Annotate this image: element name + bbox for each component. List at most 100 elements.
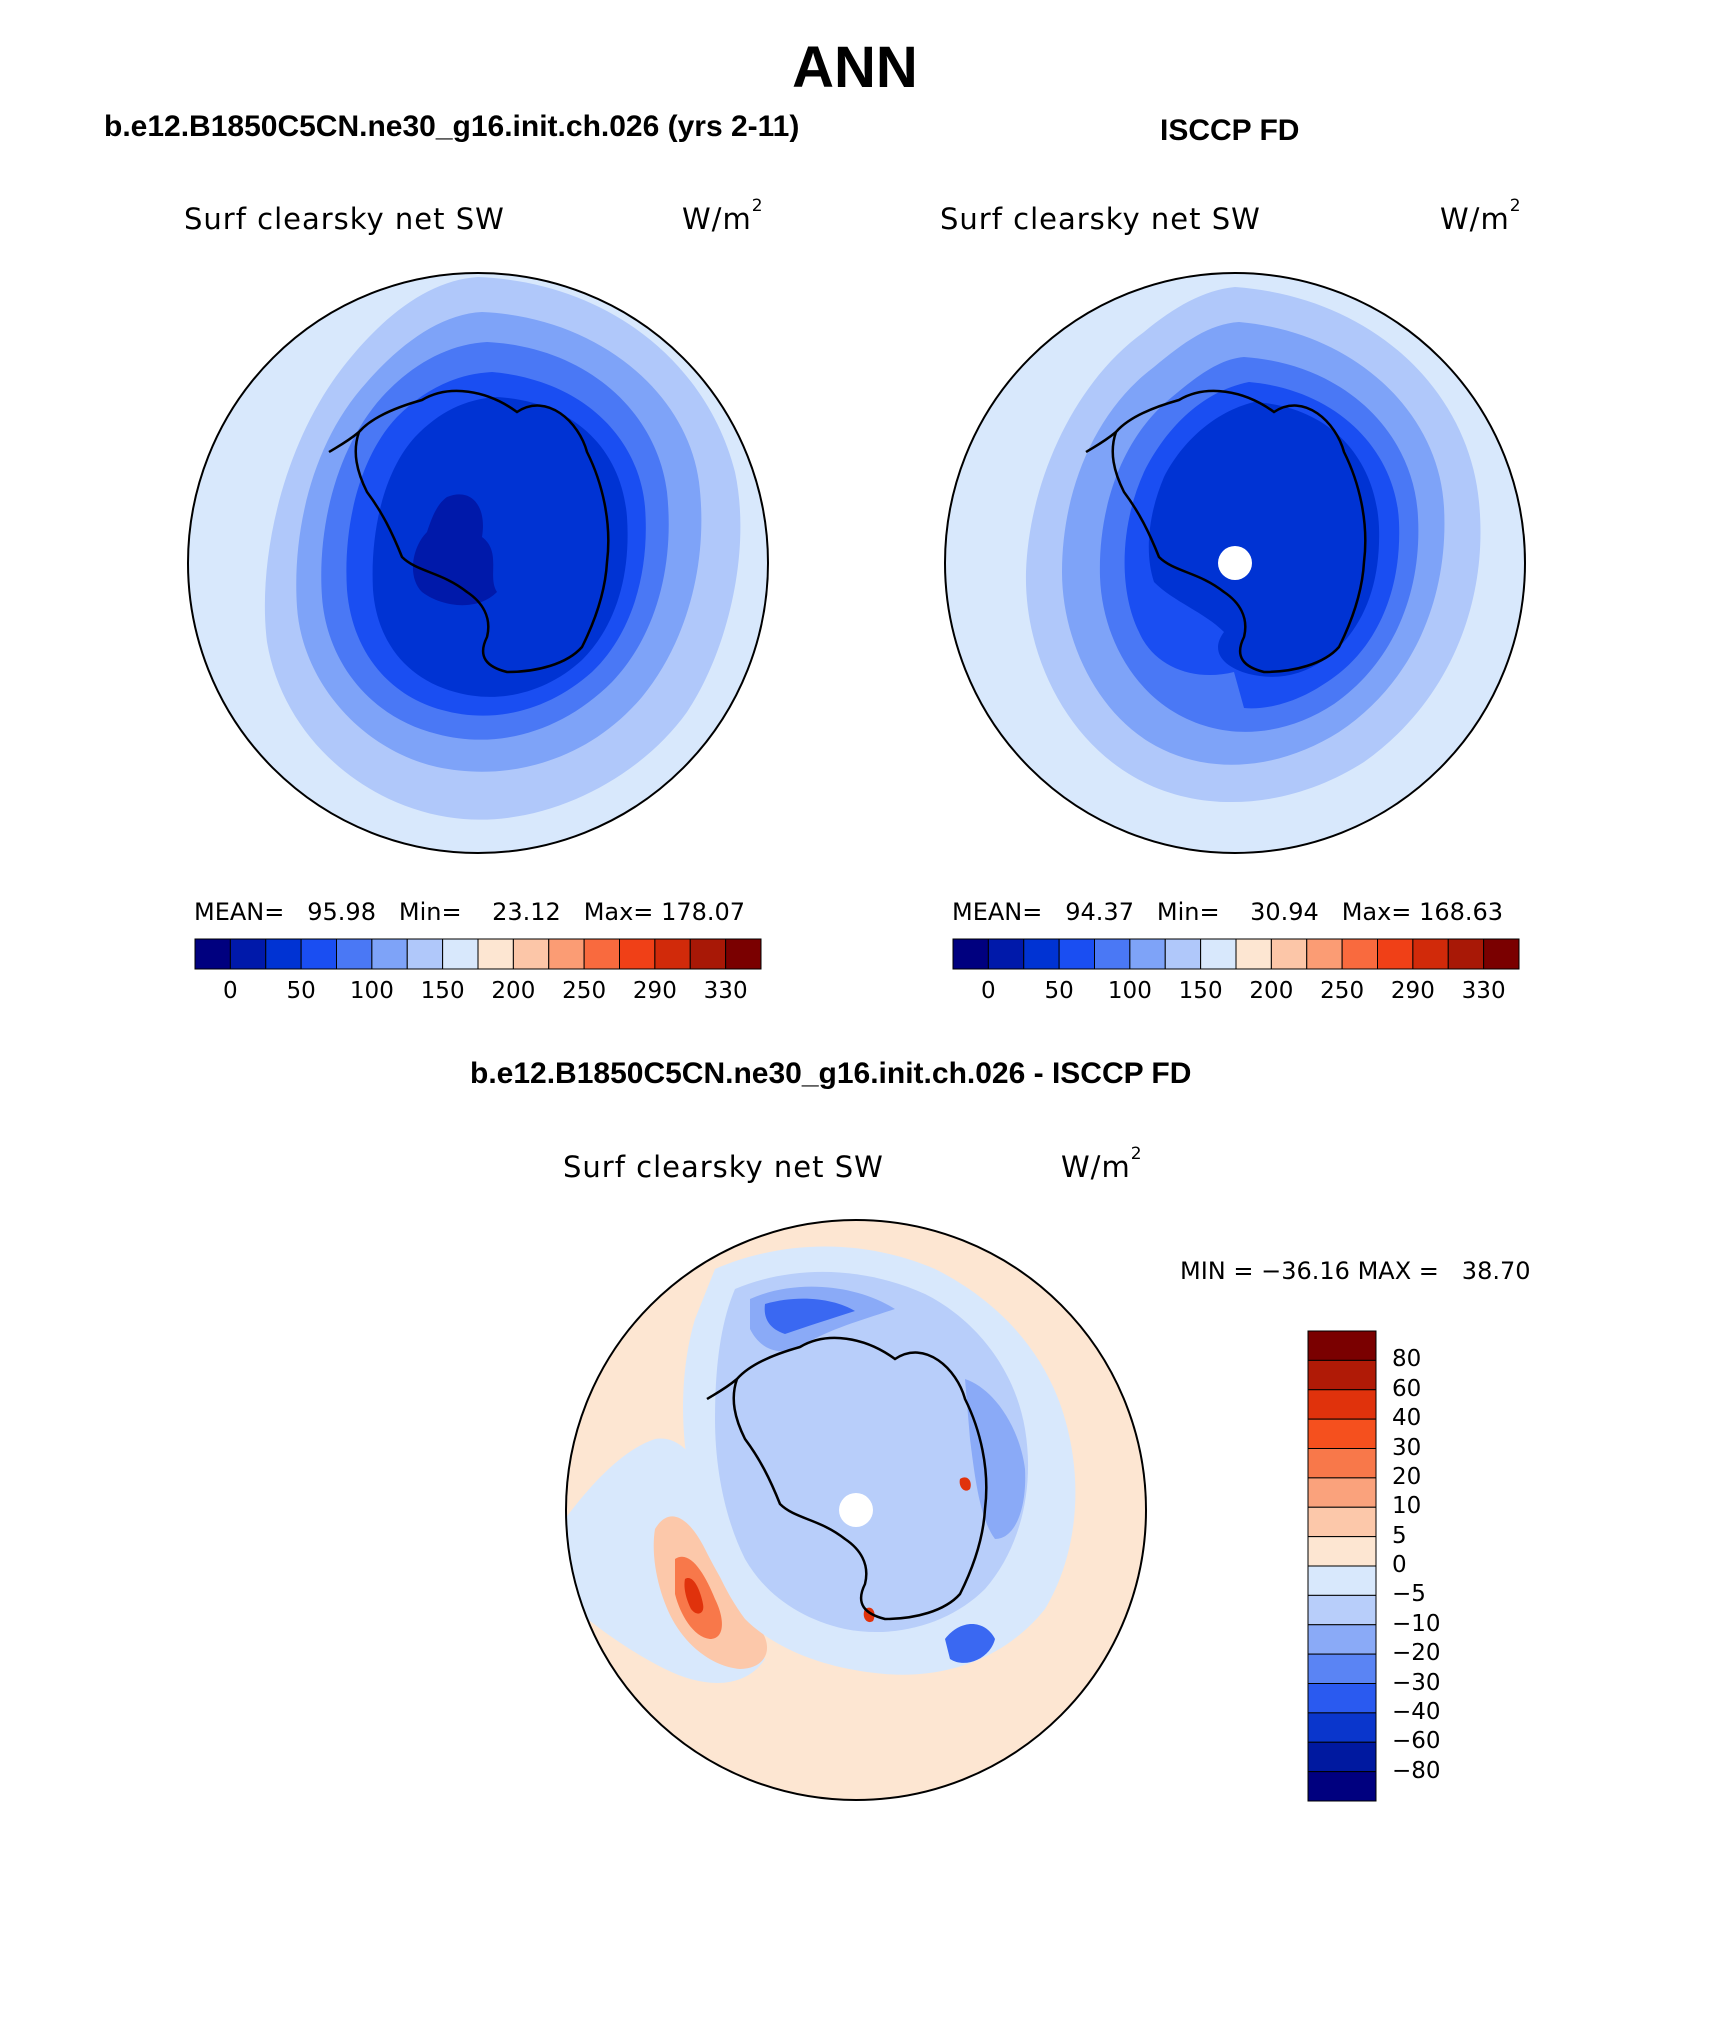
missing-data-pole	[839, 1493, 873, 1527]
colorbar-tick-label: −40	[1392, 1698, 1441, 1725]
colorbar-swatch	[583, 938, 620, 970]
colorbar-swatch	[1164, 938, 1202, 970]
colorbar-swatch	[1307, 1536, 1377, 1567]
map-model	[187, 272, 769, 854]
colorbar-swatch	[477, 938, 514, 970]
stats-diff: MIN = −36.16 MAX = 38.70	[1180, 1257, 1531, 1285]
colorbar-swatch	[229, 938, 267, 970]
diff-pos-coast-1	[959, 1477, 971, 1491]
variable-label-obs: Surf clearsky net SW	[940, 202, 1261, 236]
colorbar-swatch	[1307, 1477, 1377, 1508]
coastline-peninsula	[1085, 431, 1117, 454]
missing-data-pole	[1218, 546, 1252, 580]
colorbar-swatch	[1307, 1359, 1377, 1391]
colorbar-swatch	[265, 938, 302, 970]
colorbar-tick-label: 330	[703, 978, 748, 1004]
stats-model: MEAN= 95.98 Min= 23.12 Max= 178.07	[194, 898, 746, 926]
colorbar-tick-label: 250	[1320, 978, 1365, 1004]
colorbar-tick-label: 30	[1392, 1434, 1422, 1461]
colorbar-obs	[952, 938, 1520, 970]
colorbar-swatch	[406, 938, 444, 970]
colorbar-diff-ticks: 80 60 40 30 20 10 5 0 −5 −10 −20 −30 −40 −60 −80	[1392, 1331, 1472, 1801]
colorbar-tick-label: 150	[420, 978, 465, 1004]
colorbar-swatch	[194, 938, 231, 970]
colorbar-tick-label: 100	[1107, 978, 1152, 1004]
colorbar-tick-label: 200	[491, 978, 536, 1004]
colorbar-tick-label: −30	[1392, 1669, 1441, 1696]
colorbar-swatch	[1270, 938, 1308, 970]
colorbar-swatch	[1307, 1565, 1377, 1596]
variable-label-model: Surf clearsky net SW	[184, 202, 505, 236]
colorbar-swatch	[1447, 938, 1485, 970]
colorbar-swatch	[654, 938, 691, 970]
colorbar-swatch	[987, 938, 1025, 970]
contour-level-6	[372, 397, 628, 697]
colorbar-tick-label: 290	[632, 978, 677, 1004]
map-obs	[944, 272, 1526, 854]
colorbar-tick-label: 80	[1392, 1346, 1422, 1373]
colorbar-obs-ticks: 0 50 100 150 200 250 290 330	[953, 978, 1519, 1008]
diff-pos-large	[684, 1578, 704, 1614]
colorbar-swatch	[442, 938, 479, 970]
colorbar-model-ticks: 0 50 100 150 200 250 290 330	[195, 978, 761, 1008]
units-label-obs: W/m2	[1440, 196, 1522, 236]
colorbar-tick-label: −80	[1392, 1757, 1441, 1784]
colorbar-swatch	[371, 938, 408, 970]
colorbar-swatch	[619, 938, 656, 970]
contour-level-7	[412, 494, 497, 606]
coastline-antarctica	[354, 389, 610, 674]
colorbar-tick-label: 290	[1390, 978, 1435, 1004]
colorbar-tick-label: 40	[1392, 1405, 1422, 1432]
colorbar-swatch	[1307, 1683, 1377, 1714]
colorbar-tick-label: 100	[349, 978, 394, 1004]
diff-neg-large-south	[945, 1624, 995, 1663]
colorbar-tick-label: −60	[1392, 1728, 1441, 1755]
contour-level-6	[1148, 402, 1380, 677]
colorbar-tick-label: 10	[1392, 1493, 1422, 1520]
colorbar-swatch	[1307, 1741, 1377, 1773]
colorbar-swatch	[1235, 938, 1272, 970]
colorbar-swatch	[1129, 938, 1166, 970]
colorbar-swatch	[1307, 1653, 1377, 1684]
colorbar-swatch	[512, 938, 550, 970]
diff-neg-mid-east	[965, 1379, 1026, 1539]
colorbar-tick-label: 50	[286, 978, 316, 1004]
stats-obs: MEAN= 94.37 Min= 30.94 Max= 168.63	[952, 898, 1504, 926]
colorbar-swatch	[336, 938, 373, 970]
colorbar-swatch	[1377, 938, 1414, 970]
coastline-peninsula	[328, 431, 360, 454]
colorbar-tick-label: 250	[562, 978, 607, 1004]
colorbar-tick-label: 200	[1249, 978, 1294, 1004]
colorbar-tick-label: 0	[981, 978, 996, 1004]
colorbar-tick-label: 150	[1178, 978, 1223, 1004]
colorbar-swatch	[1023, 938, 1060, 970]
colorbar-tick-label: 0	[223, 978, 238, 1004]
colorbar-swatch	[1341, 938, 1378, 970]
panel-title-obs: ISCCP FD	[1160, 114, 1300, 147]
colorbar-swatch	[1307, 1712, 1377, 1743]
colorbar-tick-label: −20	[1392, 1640, 1441, 1667]
map-diff	[565, 1219, 1147, 1801]
coastline-peninsula	[706, 1378, 738, 1401]
colorbar-swatch	[725, 938, 762, 970]
panel-title-diff: b.e12.B1850C5CN.ne30_g16.init.ch.026 - I…	[470, 1057, 1192, 1090]
colorbar-model	[194, 938, 762, 970]
colorbar-swatch	[548, 938, 585, 970]
colorbar-tick-label: 0	[1392, 1552, 1407, 1578]
variable-label-diff: Surf clearsky net SW	[563, 1150, 884, 1184]
colorbar-swatch	[1058, 938, 1095, 970]
colorbar-swatch	[1307, 1594, 1377, 1626]
colorbar-tick-label: 20	[1392, 1463, 1422, 1490]
colorbar-tick-label: 330	[1461, 978, 1506, 1004]
units-label-model: W/m2	[682, 196, 764, 236]
units-label-diff: W/m2	[1061, 1144, 1143, 1184]
colorbar-tick-label: 5	[1392, 1522, 1407, 1549]
colorbar-swatch	[1412, 938, 1449, 970]
colorbar-swatch	[1307, 1330, 1377, 1361]
panel-title-model: b.e12.B1850C5CN.ne30_g16.init.ch.026 (yr…	[104, 110, 800, 143]
colorbar-swatch	[1307, 1418, 1377, 1449]
colorbar-swatch	[1306, 938, 1343, 970]
colorbar-tick-label: 60	[1392, 1375, 1422, 1402]
colorbar-swatch	[1307, 1506, 1377, 1538]
colorbar-swatch	[1307, 1771, 1377, 1802]
